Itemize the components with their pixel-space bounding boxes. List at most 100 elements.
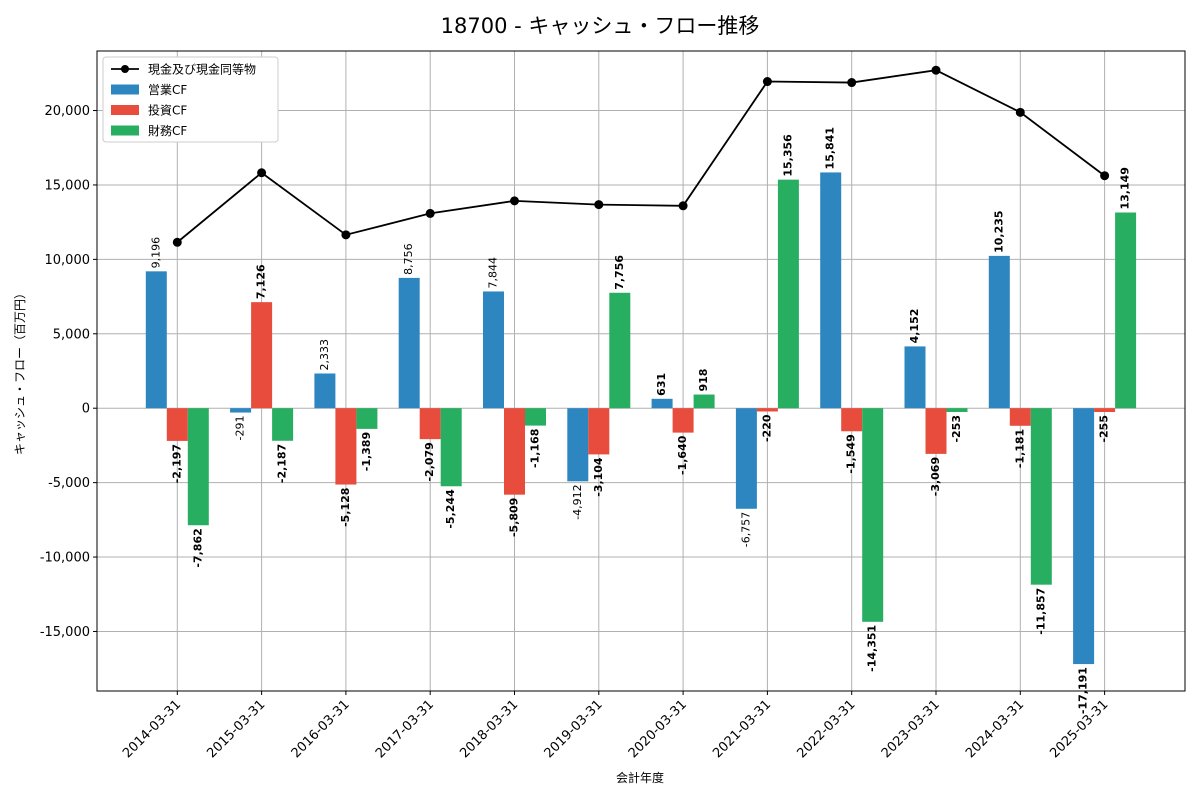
bar-value-label: -291 [234, 416, 247, 441]
cash-line-marker [847, 78, 857, 88]
bar-value-label: -255 [1098, 415, 1111, 443]
legend-label: 財務CF [148, 123, 187, 138]
bar [672, 408, 694, 433]
bar-value-label: -253 [950, 415, 963, 443]
bar [904, 346, 926, 409]
bar-value-label: -2,197 [170, 444, 183, 483]
bar-value-label: -1,549 [845, 434, 858, 473]
bar-value-label: -1,168 [529, 429, 542, 468]
y-axis-label: キャッシュ・フロー（百万円） [13, 287, 27, 455]
bar-value-label: 10,235 [992, 210, 1005, 252]
x-axis-label: 会計年度 [616, 770, 664, 785]
bar [230, 408, 252, 413]
cash-line-marker [510, 196, 519, 206]
x-tick-label: 2021-03-31 [710, 697, 774, 761]
bar [504, 408, 525, 495]
legend-line-marker [121, 65, 129, 73]
bar [166, 408, 188, 441]
bar-value-label: -1,181 [1013, 429, 1026, 468]
cash-line-marker [678, 201, 688, 211]
grid [97, 51, 1185, 691]
bar [735, 408, 757, 509]
bar-value-label: -3,069 [929, 457, 942, 496]
bar [567, 408, 589, 482]
bar-value-label: 15,841 [824, 127, 837, 169]
bar-value-label: 7,844 [487, 257, 500, 289]
bar-value-label: -5,809 [508, 498, 521, 537]
legend-label: 現金及び現金同等物 [148, 62, 256, 77]
cash-line-marker [172, 237, 182, 247]
bar [314, 373, 336, 409]
bar [588, 408, 610, 455]
x-tick-label: 2022-03-31 [794, 697, 858, 761]
bar-value-label: 631 [655, 373, 668, 396]
bar-value-label: -5,128 [339, 488, 352, 527]
bar-value-label: 918 [697, 369, 710, 392]
bar [1009, 408, 1031, 426]
x-tick-label: 2023-03-31 [879, 697, 943, 761]
bar [988, 255, 1010, 409]
bar-value-label: 9,196 [149, 237, 162, 269]
legend-label: 営業CF [148, 83, 187, 97]
bar-value-label: 4,152 [908, 309, 921, 344]
plot-frame [96, 50, 1186, 692]
chart-title: 18700 - キャッシュ・フロー推移 [441, 14, 760, 38]
bar-value-label: -2,079 [423, 442, 436, 481]
bar [356, 408, 378, 429]
bar-value-label: -11,857 [1034, 588, 1047, 635]
legend-frame [102, 56, 279, 143]
y-tick-label: 15,000 [45, 178, 91, 193]
bar-value-label: -6,757 [739, 512, 752, 547]
bar-value-label: 7,126 [255, 264, 268, 299]
x-tick-label: 2016-03-31 [289, 697, 353, 761]
y-tick-label: 20,000 [45, 104, 91, 119]
bar-value-label: -1,640 [676, 435, 689, 475]
bar [862, 408, 884, 622]
bar [651, 398, 673, 409]
legend-bar-swatch [111, 125, 139, 136]
cash-line-marker [762, 77, 772, 87]
bar-value-label: -7,862 [191, 528, 204, 567]
bar [1115, 212, 1137, 409]
x-tick-label: 2024-03-31 [963, 697, 1027, 761]
cash-line-marker [425, 208, 435, 218]
bar [145, 271, 167, 409]
x-tick-label: 2018-03-31 [457, 697, 521, 761]
y-tick-label: 10,000 [45, 253, 91, 268]
legend-bar-swatch [111, 105, 139, 115]
y-tick-label: -10,000 [40, 551, 90, 566]
bar-value-label: 7,756 [613, 255, 626, 290]
legend-label: 投資CF [148, 103, 187, 118]
cash-line-marker [341, 230, 351, 240]
cash-line-marker [931, 65, 941, 75]
bar-value-label: 15,356 [781, 134, 794, 177]
bar [398, 277, 420, 409]
bar [1073, 408, 1095, 665]
bar-value-label: 2,333 [318, 339, 331, 371]
bar [187, 408, 209, 526]
bar-labels: 9,196 -291 2,333 8,756 7,844 -4,912 631 -6,757 1… [149, 127, 1131, 714]
bar [1094, 408, 1116, 413]
bar [756, 408, 778, 412]
bar [841, 408, 863, 432]
bars [145, 172, 1137, 665]
bar-value-label: -14,351 [866, 625, 879, 672]
x-tick-label: 2015-03-31 [204, 697, 268, 761]
cash-line-marker [1015, 107, 1025, 117]
bar-value-label: -3,104 [592, 457, 605, 497]
y-tick-label: 5,000 [53, 327, 90, 342]
bar [525, 408, 546, 426]
bar-value-label: -5,244 [444, 489, 457, 529]
bar [272, 408, 294, 441]
bar-value-label: -4,912 [571, 484, 584, 519]
bar [440, 408, 462, 487]
bar [946, 408, 968, 412]
x-tick-label: 2019-03-31 [542, 697, 606, 761]
bar [777, 179, 799, 409]
bar [693, 394, 715, 409]
bar [251, 302, 273, 409]
cash-line-marker [1100, 171, 1110, 181]
bar-value-label: -220 [760, 414, 773, 442]
